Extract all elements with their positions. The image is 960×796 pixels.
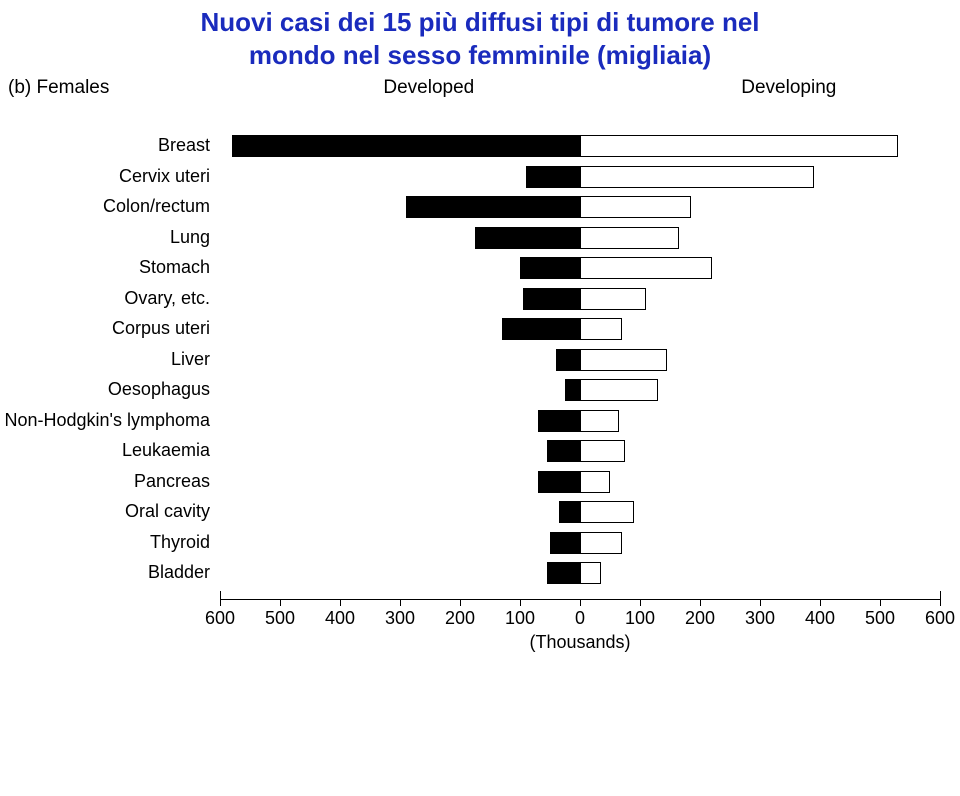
x-tick xyxy=(820,599,821,606)
x-tick-label: 500 xyxy=(265,608,295,629)
bar-developing xyxy=(580,288,646,310)
developed-label: Developed xyxy=(383,77,474,99)
bar-developing xyxy=(580,166,814,188)
x-tick xyxy=(700,599,701,606)
females-label: (b) Females xyxy=(8,77,109,99)
row-label: Stomach xyxy=(0,257,210,278)
bar-developed xyxy=(523,288,580,310)
x-tick-label: 600 xyxy=(925,608,955,629)
x-tick-label: 100 xyxy=(505,608,535,629)
bar-developed xyxy=(526,166,580,188)
bar-developing xyxy=(580,410,619,432)
row-label: Non-Hodgkin's lymphoma xyxy=(0,410,210,431)
developing-label: Developing xyxy=(741,77,836,99)
bar-developing xyxy=(580,379,658,401)
x-tick xyxy=(940,599,941,606)
x-tick-label: 500 xyxy=(865,608,895,629)
row-label: Oral cavity xyxy=(0,501,210,522)
row-label: Leukaemia xyxy=(0,440,210,461)
row-label: Thyroid xyxy=(0,532,210,553)
subheader: (b) Females Developed Developing xyxy=(0,77,960,107)
row-label: Oesophagus xyxy=(0,379,210,400)
bar-developing xyxy=(580,562,601,584)
x-tick xyxy=(520,599,521,606)
title-line1: Nuovi casi dei 15 più diffusi tipi di tu… xyxy=(0,6,960,39)
x-tick xyxy=(580,599,581,606)
bar-developed xyxy=(232,135,580,157)
x-tick xyxy=(340,599,341,606)
bar-developed xyxy=(547,440,580,462)
bar-developed xyxy=(559,501,580,523)
x-tick-label: 200 xyxy=(685,608,715,629)
x-tick xyxy=(280,599,281,606)
row-label: Liver xyxy=(0,349,210,370)
axis-right-end xyxy=(940,591,941,599)
bar-developed xyxy=(547,562,580,584)
title-line2: mondo nel sesso femminile (migliaia) xyxy=(0,39,960,72)
x-tick-label: 400 xyxy=(805,608,835,629)
x-tick-label: 200 xyxy=(445,608,475,629)
bar-developing xyxy=(580,196,691,218)
x-tick xyxy=(880,599,881,606)
bar-developed xyxy=(538,410,580,432)
x-tick xyxy=(460,599,461,606)
x-tick xyxy=(400,599,401,606)
bar-developed xyxy=(520,257,580,279)
row-label: Bladder xyxy=(0,562,210,583)
x-tick-label: 0 xyxy=(575,608,585,629)
bar-developed xyxy=(475,227,580,249)
x-tick-label: 300 xyxy=(385,608,415,629)
x-tick-label: 100 xyxy=(625,608,655,629)
row-label: Lung xyxy=(0,227,210,248)
row-label: Colon/rectum xyxy=(0,196,210,217)
x-tick-label: 600 xyxy=(205,608,235,629)
bar-developed xyxy=(406,196,580,218)
bar-developed xyxy=(538,471,580,493)
x-tick-label: 300 xyxy=(745,608,775,629)
row-label: Ovary, etc. xyxy=(0,288,210,309)
x-tick xyxy=(220,599,221,606)
x-tick-label: 400 xyxy=(325,608,355,629)
bar-developing xyxy=(580,440,625,462)
bar-developing xyxy=(580,501,634,523)
bar-developing xyxy=(580,532,622,554)
bar-developing xyxy=(580,471,610,493)
x-tick xyxy=(640,599,641,606)
bar-developing xyxy=(580,135,898,157)
row-label: Cervix uteri xyxy=(0,166,210,187)
bar-developed xyxy=(565,379,580,401)
bar-developed xyxy=(550,532,580,554)
chart-title: Nuovi casi dei 15 più diffusi tipi di tu… xyxy=(0,0,960,71)
bar-developing xyxy=(580,257,712,279)
bar-developed xyxy=(556,349,580,371)
axis-left-end xyxy=(220,591,221,599)
row-label: Breast xyxy=(0,135,210,156)
x-axis-label: (Thousands) xyxy=(529,632,630,653)
bar-developing xyxy=(580,227,679,249)
row-label: Pancreas xyxy=(0,471,210,492)
bar-developing xyxy=(580,318,622,340)
bar-developing xyxy=(580,349,667,371)
row-label: Corpus uteri xyxy=(0,318,210,339)
bar-developed xyxy=(502,318,580,340)
x-tick xyxy=(760,599,761,606)
